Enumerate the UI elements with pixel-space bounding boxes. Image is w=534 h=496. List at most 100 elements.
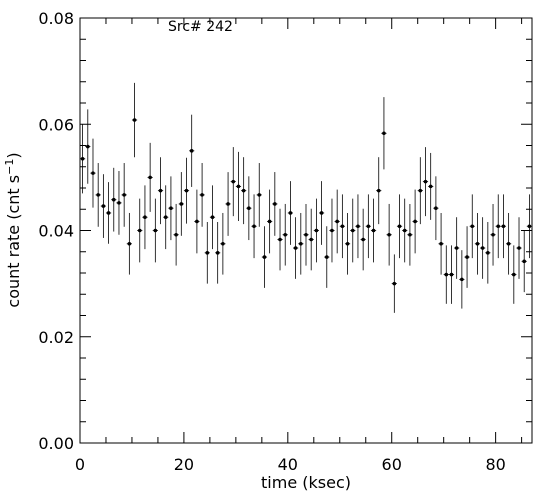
point-marker: [153, 228, 158, 233]
data-point: [256, 163, 262, 227]
point-marker: [397, 224, 402, 229]
data-point: [412, 189, 418, 254]
data-point: [267, 189, 273, 254]
data-point: [90, 138, 96, 208]
data-point: [183, 157, 190, 224]
data-point: [293, 217, 299, 279]
point-marker: [91, 171, 95, 175]
point-marker: [184, 188, 189, 193]
point-marker: [117, 201, 121, 205]
data-point: [365, 194, 371, 259]
point-marker: [314, 228, 319, 233]
data-point: [500, 194, 507, 259]
data-point: [454, 217, 460, 279]
data-point: [448, 245, 455, 304]
point-marker: [132, 118, 137, 122]
data-point: [85, 109, 91, 184]
x-tick-label: 0: [75, 455, 85, 474]
data-point: [438, 212, 444, 275]
point-marker: [444, 272, 449, 277]
data-point: [246, 176, 252, 241]
point-marker: [122, 193, 126, 197]
data-point: [350, 198, 356, 263]
data-point: [178, 172, 184, 236]
point-marker: [486, 251, 490, 255]
point-marker: [413, 219, 417, 224]
data-point: [277, 208, 283, 271]
point-marker: [210, 215, 215, 220]
point-marker: [101, 204, 106, 208]
data-point: [376, 157, 382, 225]
point-marker: [304, 232, 308, 237]
data-point: [511, 245, 517, 304]
data-point: [396, 194, 403, 259]
data-point: [318, 181, 325, 245]
data-point: [490, 203, 496, 266]
data-point: [116, 171, 122, 235]
data-point: [402, 198, 408, 263]
point-marker: [309, 237, 313, 242]
point-marker: [392, 281, 397, 286]
point-marker: [418, 188, 423, 193]
point-marker: [137, 228, 142, 233]
data-point: [209, 185, 216, 250]
point-marker: [506, 241, 511, 246]
point-marker: [387, 232, 391, 237]
x-tick-label: 40: [278, 455, 298, 474]
data-point: [495, 194, 501, 259]
data-point: [204, 222, 210, 284]
y-axis-label-superscript: −1: [3, 159, 16, 175]
data-point: [417, 157, 423, 225]
point-marker: [148, 175, 152, 180]
data-point: [121, 163, 127, 227]
point-marker: [158, 188, 163, 193]
data-point: [360, 208, 366, 271]
data-point: [147, 142, 153, 212]
data-point: [105, 182, 112, 244]
point-marker: [169, 206, 173, 210]
data-point: [95, 163, 101, 227]
data-point: [329, 198, 335, 263]
data-point: [189, 114, 195, 187]
data-point: [282, 203, 288, 266]
data-point: [199, 163, 205, 227]
point-marker: [143, 215, 147, 220]
point-marker: [382, 131, 386, 136]
point-marker: [517, 246, 521, 250]
data-point: [433, 176, 439, 241]
point-marker: [350, 228, 355, 233]
data-point: [422, 147, 429, 217]
point-marker: [273, 202, 277, 206]
y-tick-label: 0.04: [38, 222, 74, 241]
y-axis-label: count rate (cnt s−1): [3, 152, 23, 307]
point-marker: [283, 232, 288, 237]
data-point: [313, 198, 319, 263]
data-point: [355, 194, 361, 259]
point-marker: [80, 156, 85, 161]
data-point: [298, 212, 304, 275]
data-point: [381, 97, 387, 170]
point-marker: [262, 255, 267, 259]
point-marker: [512, 272, 516, 277]
y-tick-label: 0.02: [38, 328, 74, 347]
point-marker: [231, 179, 236, 184]
y-tick-label: 0.00: [38, 434, 74, 453]
point-marker: [356, 224, 360, 229]
point-marker: [195, 219, 199, 224]
data-point: [480, 217, 486, 279]
data-point: [370, 198, 377, 263]
chart-title: Src# 242: [168, 19, 233, 35]
data-point: [324, 226, 330, 288]
data-point: [100, 174, 106, 238]
x-tick-label: 60: [382, 455, 402, 474]
axis-ticks: [79, 17, 532, 444]
data-point: [230, 147, 236, 217]
point-marker: [106, 211, 111, 215]
point-marker: [491, 232, 495, 237]
point-marker: [345, 241, 350, 246]
point-marker: [439, 241, 443, 246]
point-marker: [163, 215, 168, 220]
data-point: [152, 198, 158, 263]
data-point: [194, 189, 200, 254]
